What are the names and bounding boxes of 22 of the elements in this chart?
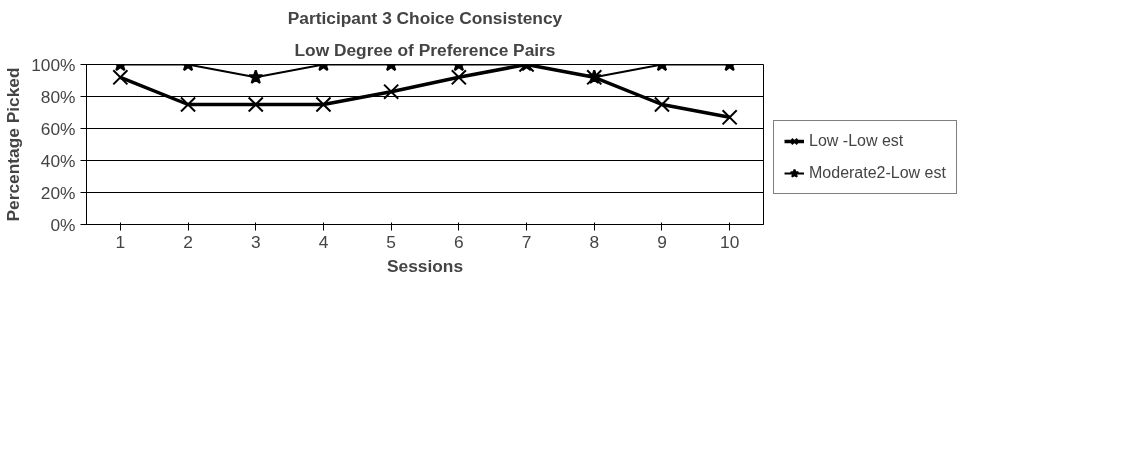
x-tick-label: 9 [657, 231, 667, 252]
x-tick-label: 4 [318, 231, 329, 252]
x-tick-label: 8 [589, 231, 600, 252]
legend-label: Low -Low est [809, 132, 904, 150]
chart-title: Participant 3 Choice Consistency [287, 7, 563, 28]
y-tick-label: 100% [31, 54, 76, 75]
x-tick-label: 7 [521, 231, 532, 252]
legend-label: Moderate2-Low est [809, 164, 946, 182]
x-tick-label: 2 [183, 231, 193, 252]
x-tick-label: 5 [386, 231, 396, 252]
x-tick-label: 1 [115, 231, 126, 252]
x-tick-label: 3 [250, 231, 261, 252]
x-tick-label: 6 [454, 231, 464, 252]
y-tick-label: 60% [40, 118, 76, 139]
y-tick-label: 40% [40, 150, 76, 171]
y-tick-label: 0% [50, 214, 76, 235]
y-axis-title: Percentage Picked [3, 67, 24, 222]
y-tick-label: 80% [40, 86, 76, 107]
chart-subtitle: Low Degree of Preference Pairs [294, 39, 556, 60]
x-axis-title: Sessions [386, 255, 464, 276]
y-tick-label: 20% [40, 182, 76, 203]
x-tick-label: 10 [720, 231, 740, 252]
